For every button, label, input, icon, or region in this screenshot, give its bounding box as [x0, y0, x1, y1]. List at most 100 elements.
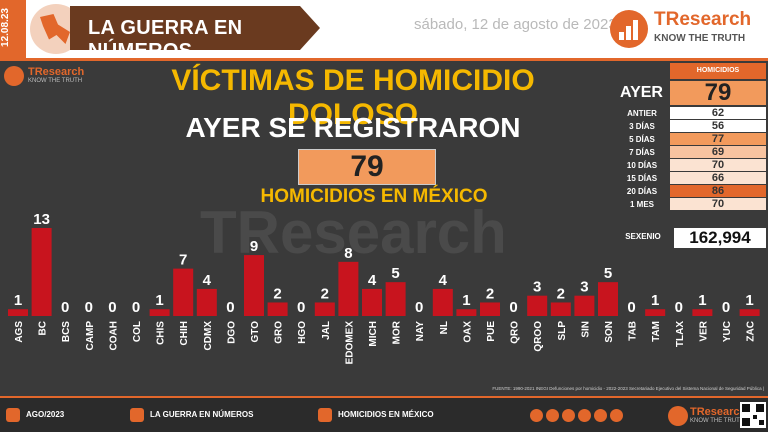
page-title: LA GUERRA EN NÚMEROS: [88, 17, 243, 62]
qr-code[interactable]: [740, 402, 766, 428]
row-value: 69: [670, 146, 766, 158]
data-label: 4: [439, 272, 448, 289]
youtube-icon[interactable]: [578, 409, 591, 422]
bar-gto: [244, 255, 264, 316]
footer-divider: [0, 396, 768, 398]
category-label: SLP: [557, 321, 568, 341]
sexenio-value: 162,994: [674, 228, 766, 248]
headline-caption: HOMICIDIOS EN MÉXICO: [260, 186, 488, 207]
data-label: 0: [722, 299, 730, 316]
data-label: 8: [344, 245, 352, 262]
data-label: 4: [368, 272, 377, 289]
data-label: 4: [203, 272, 212, 289]
data-label: 5: [391, 265, 399, 282]
bar-tam: [645, 309, 666, 316]
table-row: 1 MES 70: [614, 198, 766, 211]
data-label: 2: [273, 285, 281, 302]
category-label: BCS: [61, 321, 72, 342]
data-label: 3: [533, 279, 541, 296]
category-label: MOR: [392, 320, 403, 344]
data-label: 1: [155, 292, 163, 309]
tresearch-logo[interactable]: TResearch KNOW THE TRUTH: [608, 6, 764, 52]
sexenio-label: SEXENIO: [625, 232, 661, 241]
calendar-icon: [6, 408, 20, 422]
data-label: 1: [698, 292, 706, 309]
row-label: 1 MES: [629, 200, 654, 209]
row-label: 3 DÍAS: [629, 122, 655, 131]
row-value: 66: [670, 172, 766, 184]
bar-chih: [173, 268, 194, 316]
category-label: TLAX: [675, 321, 686, 347]
linkedin-icon[interactable]: [594, 409, 607, 422]
category-label: CHIS: [156, 321, 167, 345]
row-value: 62: [670, 107, 766, 119]
bar-qroo: [527, 295, 548, 316]
data-label: 0: [627, 299, 635, 316]
data-label: 2: [321, 285, 329, 302]
twitter-icon[interactable]: [562, 409, 575, 422]
category-label: CDMX: [203, 321, 214, 351]
bar-chis: [149, 309, 170, 316]
category-label: OAX: [462, 321, 473, 343]
data-label: 0: [675, 299, 683, 316]
bar-bc: [31, 228, 52, 316]
data-label: 0: [61, 299, 69, 316]
category-label: NL: [439, 321, 450, 334]
data-label: 0: [297, 299, 305, 316]
category-label: CHIH: [179, 321, 190, 345]
table-row: ANTIER 62: [614, 107, 766, 120]
data-label: 1: [745, 292, 753, 309]
row-label: 10 DÍAS: [626, 161, 658, 170]
data-label: 0: [108, 299, 116, 316]
bar-nl: [432, 288, 453, 316]
logo-tagline: KNOW THE TRUTH: [654, 33, 746, 44]
footer-logo-name: TResearch: [690, 406, 747, 418]
category-label: PUE: [486, 321, 497, 342]
category-label: TAM: [651, 321, 662, 342]
web-icon[interactable]: [610, 409, 623, 422]
table-row: 7 DÍAS 69: [614, 146, 766, 159]
facebook-icon[interactable]: [546, 409, 559, 422]
bar-mich: [362, 288, 382, 316]
category-label: DGO: [226, 321, 237, 344]
table-row: 3 DÍAS 56: [614, 120, 766, 133]
category-label: NAY: [415, 321, 426, 342]
source-note: FUENTE: 1990-2021 INEGI Defunciones por …: [492, 386, 764, 391]
map-icon: [130, 408, 144, 422]
footer-logo-icon: [668, 406, 688, 426]
category-label: JAL: [321, 321, 332, 340]
data-label: 0: [132, 299, 140, 316]
ayer-label: AYER: [620, 84, 663, 101]
bar-slp: [550, 302, 571, 316]
category-label: HGO: [297, 321, 308, 344]
ayer-value: 79: [670, 81, 766, 105]
data-label: 7: [179, 252, 187, 269]
row-label: 5 DÍAS: [629, 135, 655, 144]
date-badge-text: 12.08.23: [0, 8, 11, 47]
footer-logo-tagline: KNOW THE TRUTH: [690, 418, 745, 424]
instagram-icon[interactable]: [530, 409, 543, 422]
category-label: QRO: [510, 321, 521, 344]
date-badge: 12.08.23: [0, 0, 26, 58]
category-label: EDOMEX: [344, 321, 355, 365]
gun-icon: [318, 408, 332, 422]
category-label: MICH: [368, 321, 379, 347]
category-label: COAH: [108, 321, 119, 350]
table-row: 20 DÍAS 86: [614, 185, 766, 198]
small-logo: TResearch KNOW THE TRUTH: [4, 64, 104, 86]
data-label: 9: [250, 238, 258, 255]
bar-oax: [456, 309, 477, 316]
logo-icon: [4, 66, 24, 86]
category-label: SON: [604, 321, 615, 343]
row-value: 77: [670, 133, 766, 145]
title-band: LA GUERRA EN NÚMEROS: [70, 6, 320, 50]
headline-number: 79: [298, 149, 436, 185]
divider: [0, 58, 768, 61]
data-label: 13: [33, 211, 50, 228]
footer: AGO/2023 LA GUERRA EN NÚMEROS HOMICIDIOS…: [0, 398, 768, 432]
footer-date: AGO/2023: [26, 410, 65, 419]
row-label: 20 DÍAS: [626, 187, 658, 196]
bar-gro: [267, 302, 288, 316]
category-label: QROO: [533, 321, 544, 352]
data-label: 2: [557, 285, 565, 302]
